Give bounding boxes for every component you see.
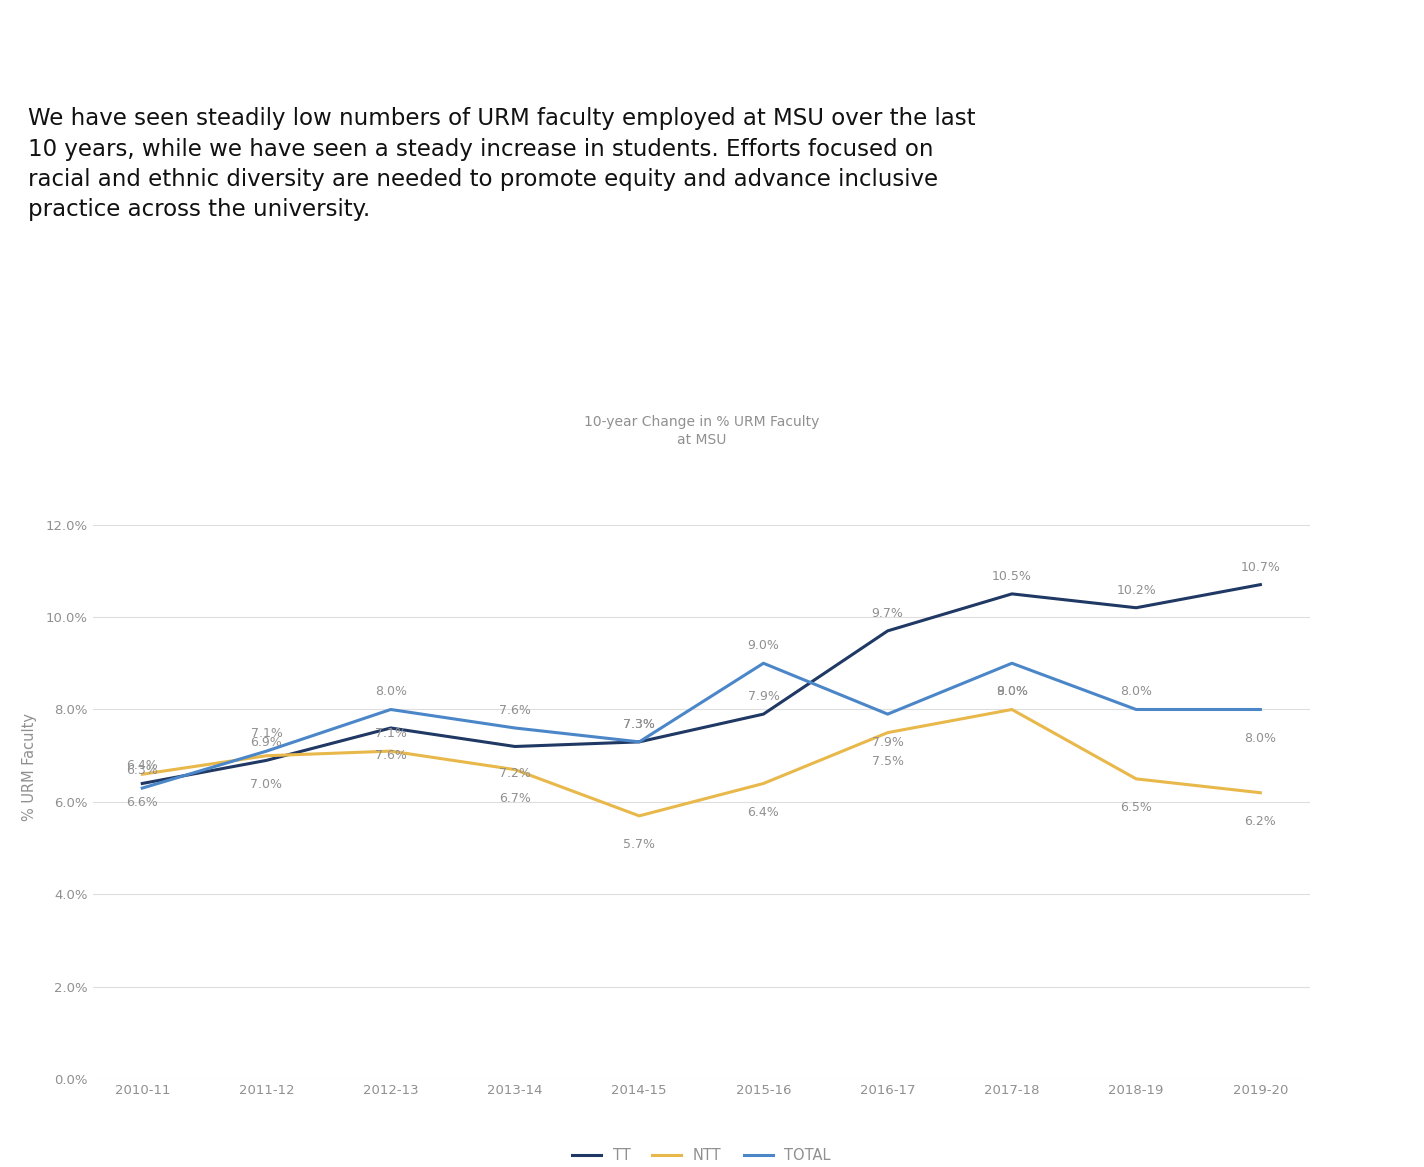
- Text: 6.6%: 6.6%: [127, 796, 158, 810]
- Text: 10.7%: 10.7%: [1240, 560, 1280, 573]
- Text: Underrepresented Minority (URM) Faculty: Underrepresented Minority (URM) Faculty: [251, 30, 1071, 65]
- Text: 6.7%: 6.7%: [498, 792, 531, 805]
- Text: 8.0%: 8.0%: [995, 685, 1028, 698]
- Text: 6.4%: 6.4%: [127, 760, 158, 773]
- Text: 7.1%: 7.1%: [251, 727, 282, 740]
- Text: 10.2%: 10.2%: [1116, 584, 1156, 596]
- Text: We have seen steadily low numbers of URM faculty employed at MSU over the last
1: We have seen steadily low numbers of URM…: [28, 107, 975, 221]
- Text: 5.7%: 5.7%: [624, 838, 655, 851]
- Text: 6.2%: 6.2%: [1245, 815, 1276, 827]
- Text: 7.0%: 7.0%: [251, 778, 282, 791]
- Text: 7.9%: 7.9%: [748, 690, 779, 703]
- Text: 6.3%: 6.3%: [127, 764, 158, 777]
- Text: 7.9%: 7.9%: [871, 736, 904, 749]
- Text: 9.0%: 9.0%: [748, 640, 779, 652]
- Text: 10.5%: 10.5%: [993, 569, 1032, 582]
- Text: 7.2%: 7.2%: [498, 768, 531, 781]
- Text: 6.9%: 6.9%: [251, 736, 282, 749]
- Text: 8.0%: 8.0%: [1245, 732, 1276, 745]
- Text: 7.6%: 7.6%: [375, 749, 407, 762]
- Text: 7.5%: 7.5%: [871, 755, 904, 768]
- Text: 8.0%: 8.0%: [1121, 685, 1152, 698]
- Text: 7.6%: 7.6%: [498, 704, 531, 717]
- Text: 7.1%: 7.1%: [375, 727, 407, 740]
- Text: 9.0%: 9.0%: [995, 685, 1028, 699]
- Text: 7.3%: 7.3%: [624, 718, 655, 731]
- Legend: TT, NTT, TOTAL: TT, NTT, TOTAL: [565, 1142, 837, 1167]
- Text: 6.4%: 6.4%: [748, 805, 779, 819]
- Title: 10-year Change in % URM Faculty
at MSU: 10-year Change in % URM Faculty at MSU: [584, 414, 819, 447]
- Y-axis label: % URM Faculty: % URM Faculty: [23, 713, 37, 822]
- Text: 7.3%: 7.3%: [624, 718, 655, 731]
- Text: 9.7%: 9.7%: [871, 607, 904, 620]
- Text: 8.0%: 8.0%: [375, 685, 407, 698]
- Text: 6.5%: 6.5%: [1121, 801, 1152, 815]
